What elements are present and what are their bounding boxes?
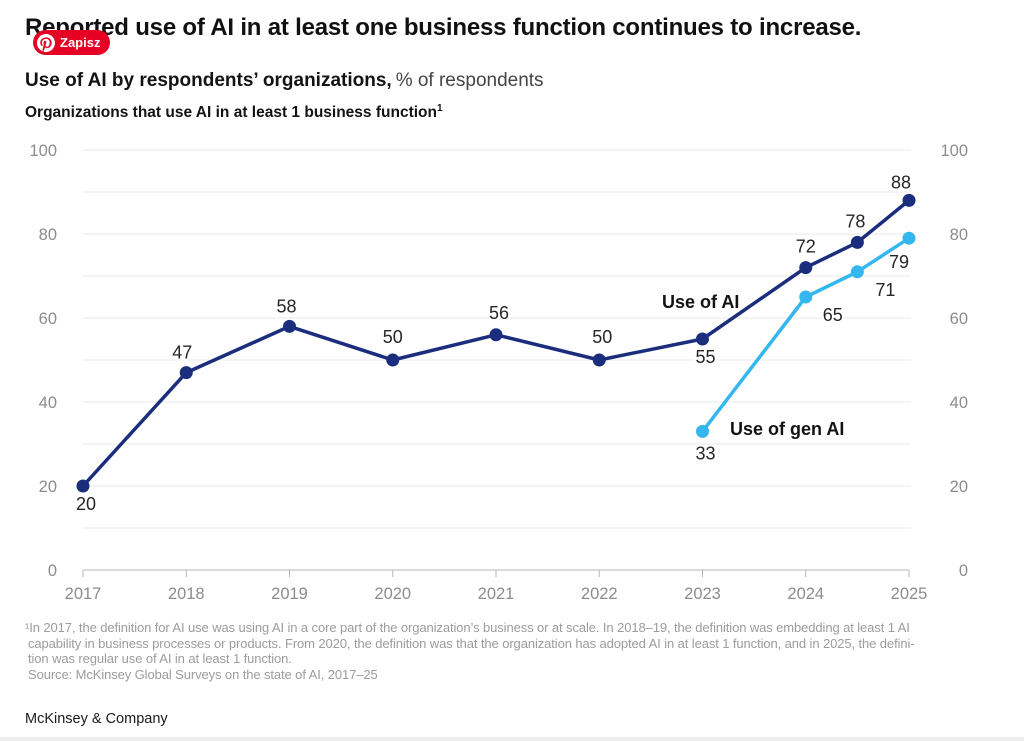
data-point	[850, 235, 864, 249]
data-point	[902, 231, 916, 245]
data-point	[76, 479, 90, 493]
y-axis-label-right: 80	[950, 226, 968, 244]
y-axis-label-left: 80	[39, 226, 57, 244]
value-label: 71	[875, 280, 895, 300]
x-axis-label: 2023	[684, 585, 721, 603]
chart-subtitle: Use of AI by respondents’ organizations,…	[25, 70, 544, 92]
data-point	[902, 193, 916, 207]
y-axis-label-right: 40	[950, 394, 968, 412]
value-label: 55	[695, 347, 715, 367]
series-line-use-of-ai	[81, 198, 911, 488]
data-point	[489, 328, 503, 342]
data-point	[592, 353, 606, 367]
value-label: 65	[823, 305, 843, 325]
y-axis-label-right: 60	[950, 310, 968, 328]
pinterest-save-button[interactable]: Zapisz	[33, 30, 111, 55]
x-axis-label: 2022	[581, 585, 618, 603]
pinterest-icon	[37, 33, 55, 52]
y-axis-label-left: 0	[48, 562, 57, 580]
source-line: Source: McKinsey Global Surveys on the s…	[28, 666, 378, 682]
x-axis-label: 2020	[374, 585, 411, 603]
data-point	[386, 353, 400, 367]
value-label: 72	[796, 237, 816, 257]
value-label: 58	[276, 296, 296, 316]
value-label: 88	[891, 172, 911, 192]
x-axis-label: 2019	[271, 585, 308, 603]
data-point	[696, 332, 709, 346]
footnote-line: ¹In 2017, the definition for AI use was …	[25, 620, 910, 635]
series-label: Use of AI	[662, 292, 739, 312]
series-line-use-of-gen-ai	[700, 236, 911, 434]
value-label: 33	[695, 443, 715, 463]
value-label: 50	[383, 327, 403, 347]
value-label: 78	[845, 211, 865, 231]
x-axis-label: 2025	[891, 585, 928, 603]
subtitle-unit: % of respondents	[395, 70, 544, 91]
x-axis-label: 2021	[478, 585, 515, 603]
footnote: ¹In 2017, the definition for AI use was …	[25, 620, 1000, 682]
subtitle-bold: Use of AI by respondents’ organizations,	[25, 70, 392, 91]
y-axis-label-left: 20	[39, 478, 57, 496]
company-logo: McKinsey & Company	[25, 711, 168, 727]
data-point	[799, 290, 813, 304]
y-axis-label-left: 60	[39, 310, 57, 328]
data-point	[799, 261, 813, 275]
chart-heading: Organizations that use AI in at least 1 …	[25, 103, 443, 122]
page-title: Reported use of AI in at least one busin…	[25, 14, 862, 41]
data-point	[696, 424, 709, 438]
y-axis-label-left: 100	[29, 142, 57, 160]
value-label: 79	[889, 252, 909, 272]
value-label: 20	[76, 494, 96, 514]
y-axis-label-right: 20	[950, 478, 968, 496]
footnote-marker: 1	[436, 103, 443, 114]
data-point	[850, 265, 864, 279]
x-axis-label: 2024	[787, 585, 824, 603]
x-axis-label: 2018	[168, 585, 205, 603]
value-label: 50	[592, 327, 612, 347]
value-label: 56	[489, 303, 509, 323]
footnote-line: tion was regular use of AI in at least 1…	[28, 651, 292, 667]
y-axis-label-left: 40	[39, 394, 57, 412]
y-axis-label-right: 100	[940, 142, 968, 160]
data-point	[283, 319, 296, 333]
y-axis-label-right: 0	[959, 562, 968, 580]
footnote-line: capability in business processes or prod…	[28, 635, 915, 651]
value-label: 47	[172, 343, 192, 363]
chart-heading-text: Organizations that use AI in at least 1 …	[25, 104, 437, 122]
data-point	[179, 366, 193, 380]
series-label: Use of gen AI	[730, 419, 844, 439]
x-axis-label: 2017	[65, 585, 102, 603]
pinterest-save-label: Zapisz	[60, 35, 101, 50]
